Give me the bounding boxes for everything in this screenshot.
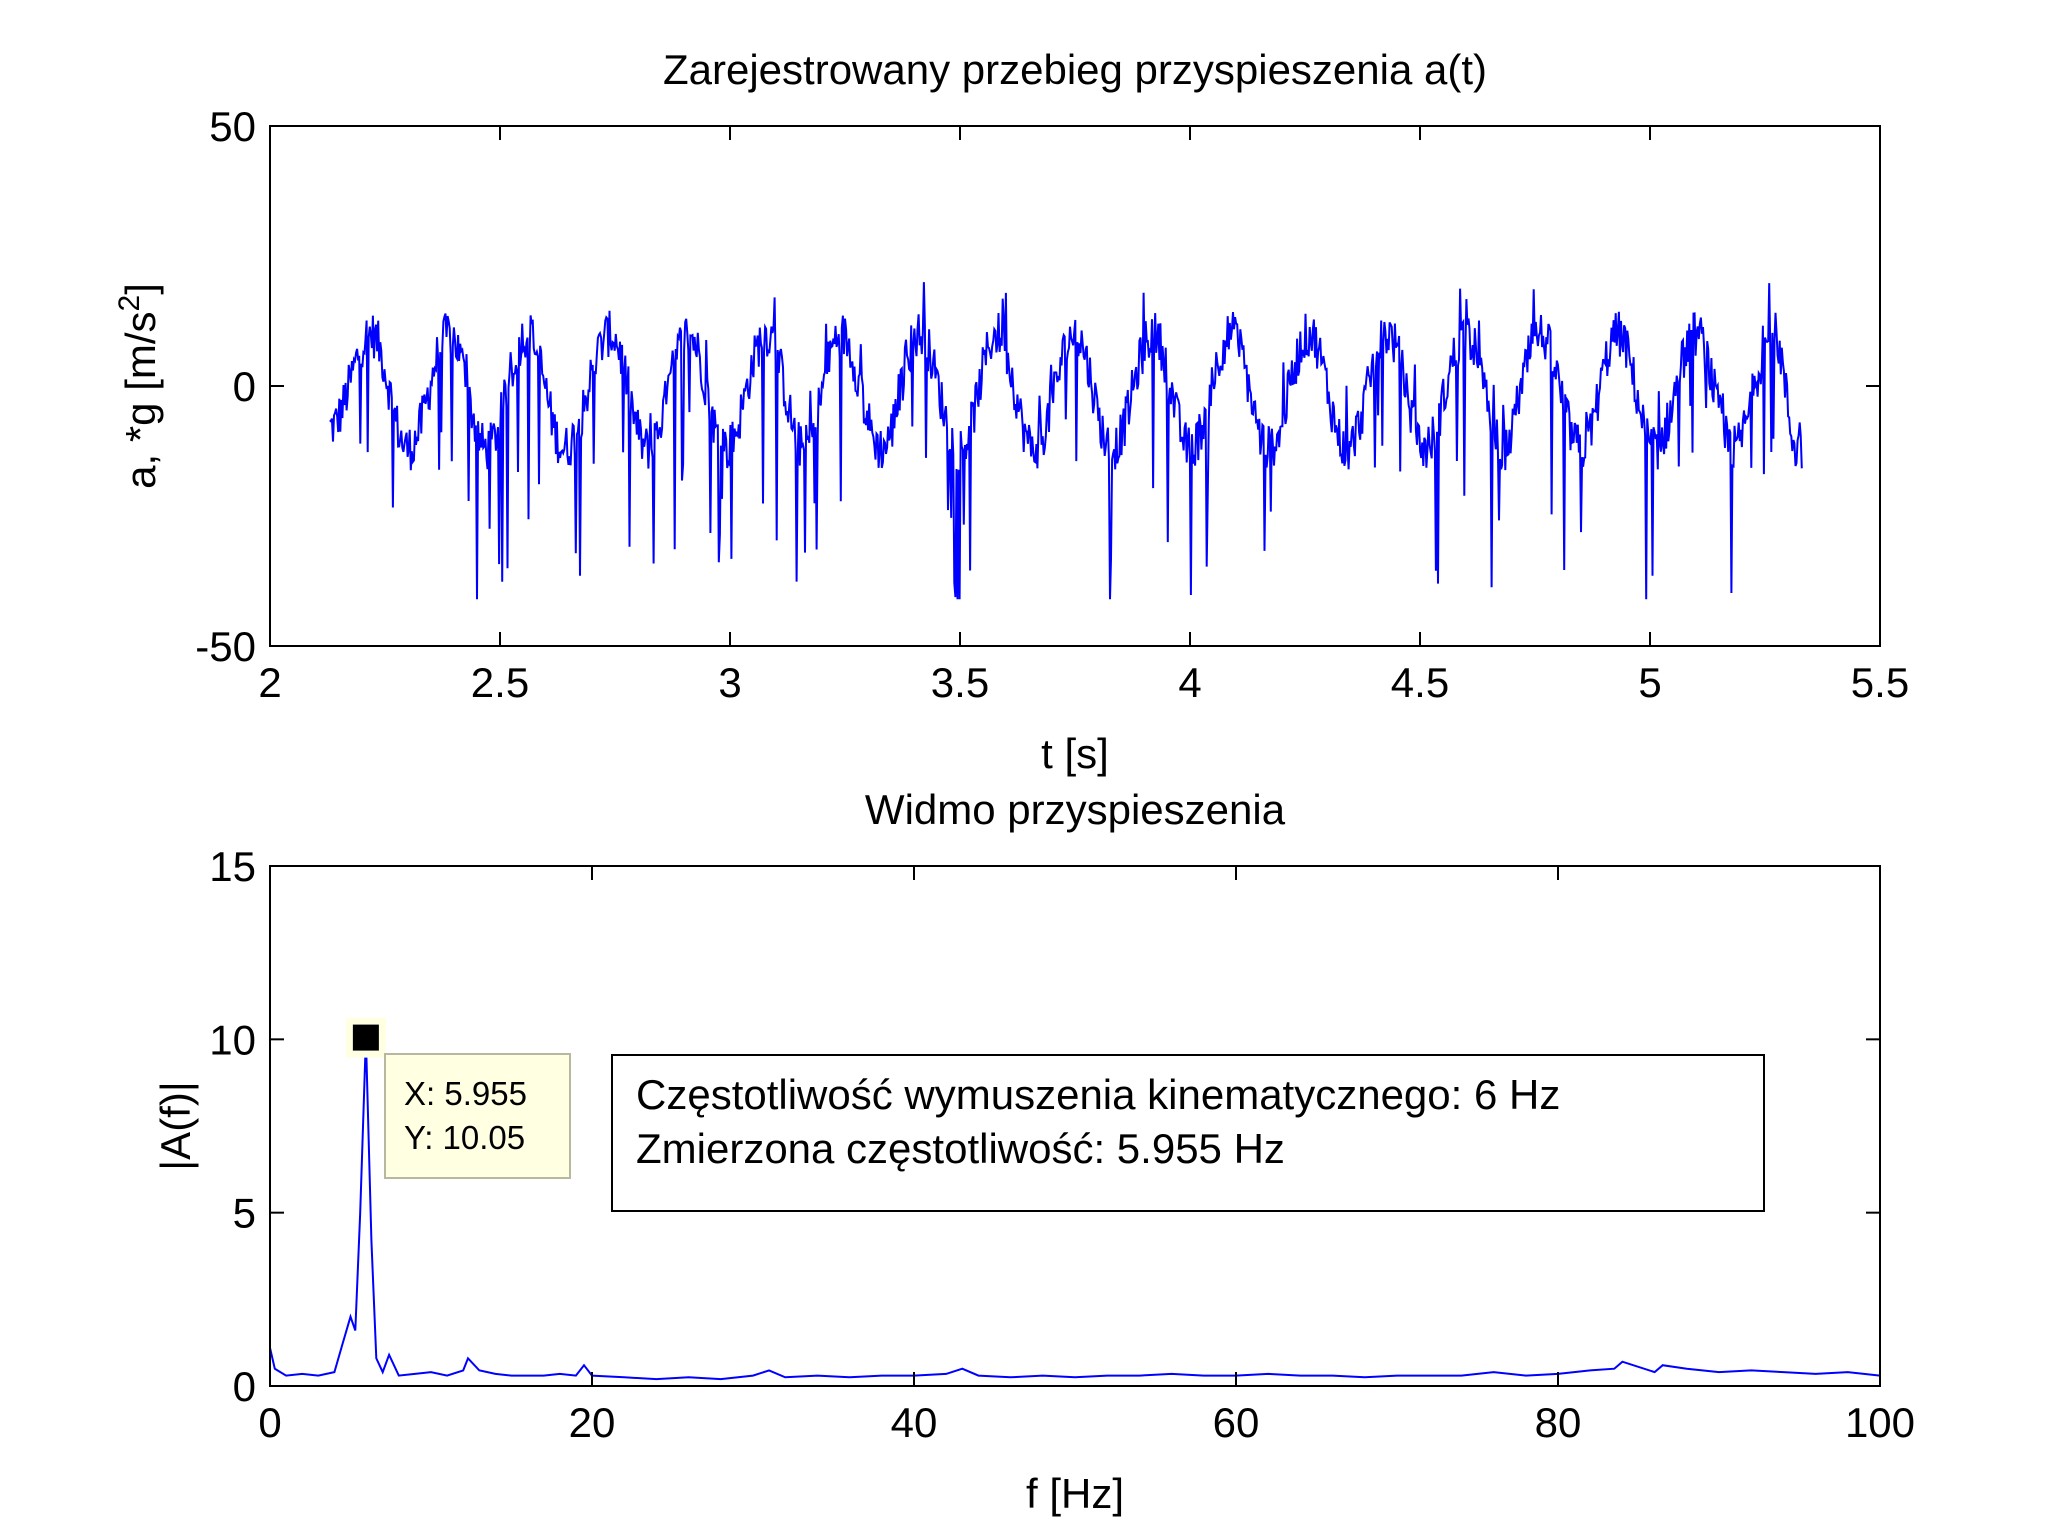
frequency-annotation: Częstotliwość wymuszenia kinematycznego:… [611, 1054, 1765, 1212]
time-plot-xtick-label: 2.5 [471, 659, 529, 706]
time-plot-ylabel-superscript: 2 [113, 295, 146, 312]
time-plot-xtick-label: 5 [1638, 659, 1661, 706]
datatip-y-label: Y: 10.05 [404, 1119, 525, 1156]
time-plot-xtick-label: 2 [258, 659, 281, 706]
time-plot-xtick-label: 4 [1178, 659, 1201, 706]
time-plot-ticks: 2 2.5 3 3.5 4 4.5 5 5.5 -50 0 50 [195, 103, 1909, 706]
time-series-group [329, 282, 1803, 600]
frequency-annotation-box [611, 1054, 1765, 1212]
spectrum-plot-axes-box [269, 865, 1881, 1387]
time-plot-ytick-label: 50 [209, 103, 256, 150]
time-plot-xlabel: t [s] [1041, 730, 1109, 777]
spectrum-plot: Widmo przyspieszenia 0 20 40 60 80 100051015 … [152, 786, 1915, 1517]
spectrum-plot-xtick-label: 20 [569, 1399, 616, 1446]
time-plot-ytick-label: -50 [195, 623, 256, 670]
datatip[interactable]: X: 5.955 Y: 10.05 [345, 1017, 571, 1179]
datatip-x-label: X: 5.955 [404, 1075, 527, 1112]
frequency-annotation-line2: Zmierzona częstotliwość: 5.955 Hz [636, 1125, 1285, 1172]
time-plot: Zarejestrowany przebieg przyspieszenia a… [113, 46, 1909, 777]
spectrum-plot-xtick-label: 0 [258, 1399, 281, 1446]
time-plot-xtick-label: 5.5 [1851, 659, 1909, 706]
datatip-marker[interactable] [352, 1024, 379, 1051]
time-plot-ytick-label: 0 [233, 363, 256, 410]
spectrum-plot-xtick-label: 40 [891, 1399, 938, 1446]
time-plot-ylabel-main: a, *g [m/s [117, 311, 164, 488]
spectrum-plot-title: Widmo przyspieszenia [865, 786, 1286, 833]
spectrum-plot-xlabel: f [Hz] [1026, 1470, 1124, 1517]
spectrum-plot-xtick-label: 100 [1845, 1399, 1915, 1446]
spectrum-plot-ytick-label: 5 [233, 1190, 256, 1237]
spectrum-plot-xtick-label: 60 [1213, 1399, 1260, 1446]
spectrum-plot-ytick-label: 10 [209, 1016, 256, 1063]
time-plot-xtick-label: 3 [718, 659, 741, 706]
spectrum-plot-ytick-label: 0 [233, 1363, 256, 1410]
time-series-line [329, 282, 1803, 600]
datatip-box [384, 1053, 571, 1179]
time-plot-title: Zarejestrowany przebieg przyspieszenia a… [663, 46, 1487, 93]
spectrum-plot-ticks: 0 20 40 60 80 100 0 5 10 15 [209, 843, 1915, 1446]
time-plot-xtick-label: 3.5 [931, 659, 989, 706]
time-plot-ylabel: a, *g [m/s2] [113, 283, 164, 489]
time-plot-xtick-label: 4.5 [1391, 659, 1449, 706]
spectrum-series-group [269, 1037, 1881, 1381]
spectrum-plot-ylabel: |A(f)| [152, 1081, 199, 1170]
spectrum-plot-xtick-label: 80 [1535, 1399, 1582, 1446]
frequency-annotation-line1: Częstotliwość wymuszenia kinematycznego:… [636, 1071, 1560, 1118]
spectrum-series-line [269, 1037, 1881, 1381]
time-plot-ylabel-end: ] [117, 283, 164, 295]
spectrum-plot-ytick-label: 15 [209, 843, 256, 890]
